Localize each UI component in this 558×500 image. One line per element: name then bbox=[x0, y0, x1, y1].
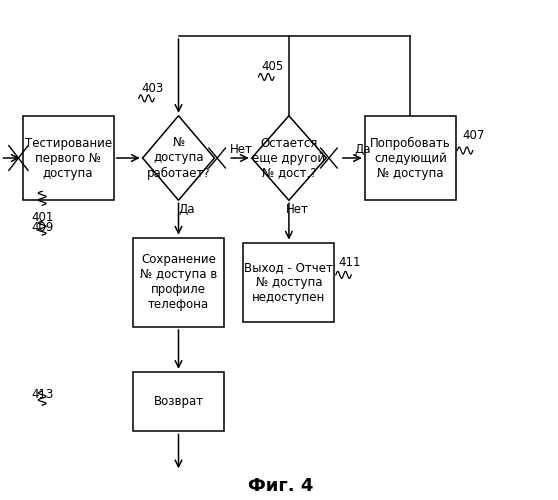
Text: Тестирование
первого №
доступа: Тестирование первого № доступа bbox=[25, 136, 112, 180]
FancyBboxPatch shape bbox=[243, 242, 334, 322]
Text: Нет: Нет bbox=[229, 142, 252, 156]
Text: №
доступа
работает?: № доступа работает? bbox=[147, 136, 210, 180]
Text: Нет: Нет bbox=[286, 202, 309, 215]
Text: 411: 411 bbox=[339, 256, 361, 269]
Text: Остается
еще другой
№ дост.?: Остается еще другой № дост.? bbox=[252, 136, 325, 180]
Text: 409: 409 bbox=[31, 221, 54, 234]
Polygon shape bbox=[252, 116, 326, 200]
Polygon shape bbox=[143, 116, 214, 200]
Text: 413: 413 bbox=[31, 388, 54, 400]
FancyBboxPatch shape bbox=[133, 372, 224, 432]
Text: Выход - Отчет
№ доступа
недоступен: Выход - Отчет № доступа недоступен bbox=[244, 261, 333, 304]
Text: 401: 401 bbox=[31, 211, 54, 224]
Text: 405: 405 bbox=[261, 60, 283, 72]
FancyBboxPatch shape bbox=[22, 116, 114, 200]
Text: Попробовать
следующий
№ доступа: Попробовать следующий № доступа bbox=[370, 136, 451, 180]
Text: Фиг. 4: Фиг. 4 bbox=[248, 477, 313, 495]
Text: 407: 407 bbox=[463, 129, 485, 142]
Text: Возврат: Возврат bbox=[153, 395, 204, 408]
Text: Да: Да bbox=[354, 142, 371, 156]
Text: Сохранение
№ доступа в
профиле
телефона: Сохранение № доступа в профиле телефона bbox=[140, 254, 217, 312]
FancyBboxPatch shape bbox=[133, 238, 224, 327]
Text: 403: 403 bbox=[141, 82, 163, 95]
FancyBboxPatch shape bbox=[365, 116, 456, 200]
Text: Да: Да bbox=[179, 202, 195, 215]
